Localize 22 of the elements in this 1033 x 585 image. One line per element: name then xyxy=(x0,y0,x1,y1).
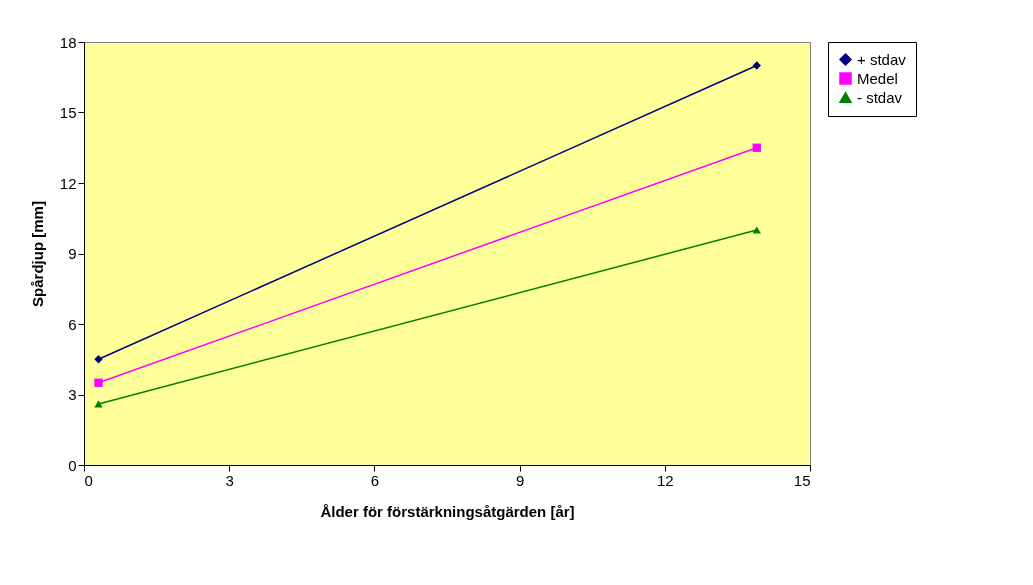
y-tick-label: 6 xyxy=(68,315,77,333)
x-tick-label: 15 xyxy=(793,471,811,489)
x-tick-label: 9 xyxy=(515,471,525,489)
x-axis-title: Ålder för förstärkningsåtgärden [år] xyxy=(320,502,575,520)
point xyxy=(752,61,761,70)
y-tick-label: 0 xyxy=(68,456,77,474)
y-tick-label: 18 xyxy=(59,33,77,51)
y-axis-title: Spårdjup [mm] xyxy=(28,201,46,307)
point xyxy=(94,355,103,364)
point xyxy=(752,143,761,152)
y-tick-label: 12 xyxy=(59,174,77,192)
x-tick-label: 6 xyxy=(370,471,380,489)
legend-label: - stdav xyxy=(857,88,903,106)
x-tick-label: 0 xyxy=(84,471,93,489)
y-tick-label: 9 xyxy=(68,245,77,262)
legend-label: + stdav xyxy=(857,50,907,68)
point xyxy=(94,378,103,387)
y-tick-label: 15 xyxy=(59,104,77,121)
y-tick-label: 3 xyxy=(68,386,77,403)
x-tick-label: 12 xyxy=(656,471,674,489)
x-tick-label: 3 xyxy=(225,471,234,489)
legend-label: Medel xyxy=(857,69,898,87)
